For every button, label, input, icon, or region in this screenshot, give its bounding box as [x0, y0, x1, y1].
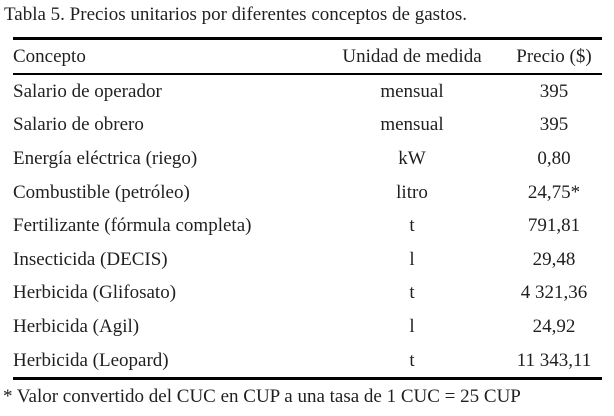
table-header: Concepto Unidad de medida Precio ($) — [13, 38, 602, 75]
cell-precio: 4 321,36 — [520, 282, 588, 304]
cell-unidad: mensual — [380, 114, 444, 136]
unit-prices-table: Concepto Unidad de medida Precio ($) Sal… — [13, 37, 602, 381]
cell-concepto: Fertilizante (fórmula completa) — [13, 215, 252, 237]
table-body: Salario de operador mensual 395 Salario … — [13, 74, 602, 379]
column-header-precio: Precio ($) — [506, 38, 602, 75]
table-row: Salario de obrero mensual 395 — [13, 109, 602, 143]
cell-precio: 0,80 — [537, 147, 571, 169]
cell-precio: 395 — [539, 114, 569, 136]
cell-unidad: mensual — [380, 80, 444, 102]
cell-concepto: Salario de operador — [13, 80, 162, 102]
cell-precio: 24,75* — [527, 181, 581, 203]
cell-unidad: t — [409, 349, 415, 371]
cell-unidad: t — [409, 215, 415, 237]
table-footnote: * Valor convertido del CUC en CUP a una … — [3, 386, 521, 407]
cell-precio: 395 — [539, 80, 569, 102]
table-caption: Tabla 5. Precios unitarios por diferente… — [4, 4, 467, 25]
cell-precio: 29,48 — [532, 248, 576, 270]
column-header-concepto: Concepto — [13, 38, 318, 75]
cell-concepto: Combustible (petróleo) — [13, 181, 190, 203]
header-row: Concepto Unidad de medida Precio ($) — [13, 38, 602, 75]
cell-concepto: Salario de obrero — [13, 114, 144, 136]
table-row: Herbicida (Glifosato) t 4 321,36 — [13, 277, 602, 311]
cell-unidad: kW — [398, 147, 426, 169]
column-header-unidad: Unidad de medida — [318, 38, 506, 75]
table-row: Energía eléctrica (riego) kW 0,80 — [13, 142, 602, 176]
cell-unidad: t — [409, 282, 415, 304]
cell-precio: 11 343,11 — [516, 349, 592, 371]
cell-precio: 24,92 — [532, 315, 576, 337]
table-row: Combustible (petróleo) litro 24,75* — [13, 176, 602, 210]
cell-concepto: Herbicida (Leopard) — [13, 349, 169, 371]
cell-unidad: l — [409, 315, 415, 337]
cell-concepto: Energía eléctrica (riego) — [13, 147, 198, 169]
cell-concepto: Herbicida (Glifosato) — [13, 282, 177, 304]
cell-precio: 791,81 — [527, 215, 581, 237]
cell-unidad: l — [409, 248, 415, 270]
cell-unidad: litro — [396, 181, 428, 203]
table-row: Herbicida (Agil) l 24,92 — [13, 310, 602, 344]
cell-concepto: Herbicida (Agil) — [13, 315, 140, 337]
table-row: Salario de operador mensual 395 — [13, 74, 602, 109]
table-row: Insecticida (DECIS) l 29,48 — [13, 243, 602, 277]
table-row: Fertilizante (fórmula completa) t 791,81 — [13, 209, 602, 243]
table-row: Herbicida (Leopard) t 11 343,11 — [13, 344, 602, 379]
cell-concepto: Insecticida (DECIS) — [13, 248, 168, 270]
